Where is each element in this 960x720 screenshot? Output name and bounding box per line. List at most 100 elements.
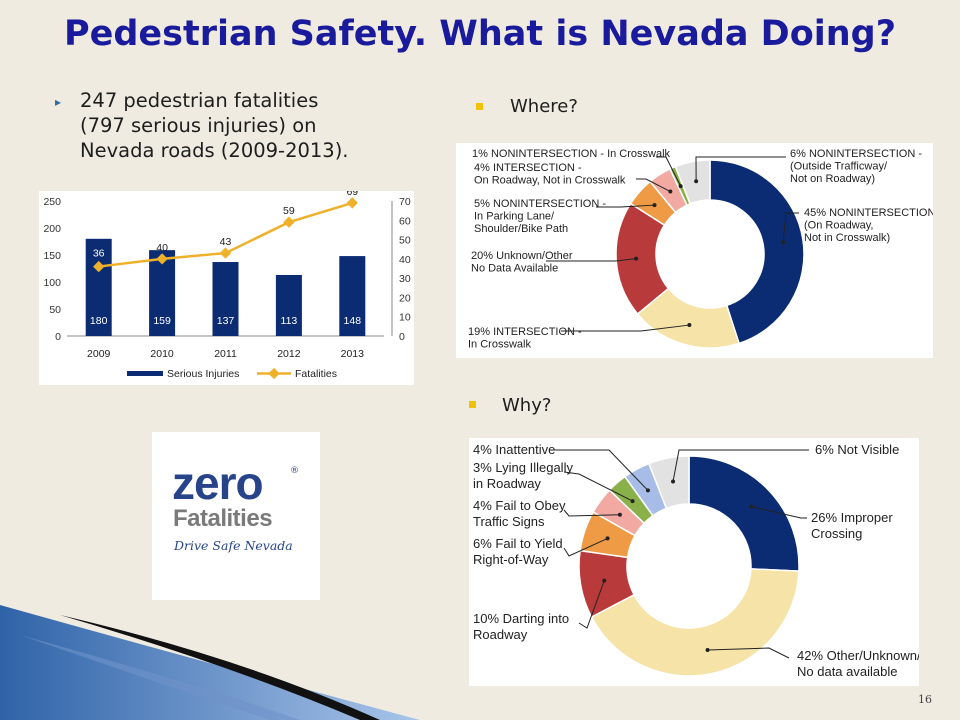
fatalities-bullet: 247 pedestrian fatalities (797 serious i… bbox=[80, 88, 349, 163]
x-axis-tick-label: 2011 bbox=[214, 348, 237, 360]
why-bullet-square-icon bbox=[469, 401, 476, 408]
donut-slice bbox=[590, 568, 800, 677]
left-axis-tick-label: 50 bbox=[49, 304, 61, 316]
bar-serious-injuries bbox=[339, 256, 366, 336]
leader-dot bbox=[602, 578, 607, 583]
slice-label: 3% Lying Illegally bbox=[473, 460, 573, 475]
left-axis-tick-label: 200 bbox=[43, 223, 61, 235]
slice-label: In Crosswalk bbox=[468, 339, 531, 351]
slice-label: No Data Available bbox=[471, 263, 558, 275]
fatalities-value-label: 40 bbox=[156, 242, 168, 254]
page-number: 16 bbox=[918, 693, 932, 706]
leader-dot bbox=[749, 504, 754, 509]
where-donut-chart: 45% NONINTERSECTION -(On Roadway,Not in … bbox=[468, 148, 942, 351]
left-axis-tick-label: 100 bbox=[43, 277, 61, 289]
x-axis-tick-label: 2010 bbox=[150, 348, 174, 360]
slice-label: 4% INTERSECTION - bbox=[474, 162, 582, 174]
right-axis-tick-label: 10 bbox=[399, 312, 411, 324]
donut-slice bbox=[674, 159, 711, 205]
leader-dot bbox=[630, 499, 635, 504]
slice-label: Shoulder/Bike Path bbox=[474, 223, 568, 235]
slice-label: Roadway bbox=[473, 627, 528, 642]
leader-line bbox=[656, 156, 682, 187]
bar-serious-injuries bbox=[212, 262, 239, 336]
leader-dot bbox=[652, 203, 657, 208]
leader-dot bbox=[705, 647, 710, 652]
slice-label: (On Roadway, bbox=[804, 220, 874, 232]
leader-line bbox=[563, 509, 620, 517]
legend-label-serious-injuries: Serious Injuries bbox=[167, 368, 239, 380]
leader-line bbox=[549, 449, 649, 491]
slice-label: 20% Unknown/Other bbox=[471, 250, 573, 262]
leader-dot bbox=[671, 479, 676, 484]
leader-line bbox=[563, 471, 633, 502]
leader-line bbox=[707, 647, 790, 659]
slice-label: 10% Darting into bbox=[473, 611, 569, 626]
leader-dot bbox=[605, 536, 610, 541]
right-axis-tick-label: 30 bbox=[399, 273, 411, 285]
right-axis-tick-label: 50 bbox=[399, 235, 411, 247]
bullet-line-1: 247 pedestrian fatalities bbox=[80, 89, 319, 112]
right-axis-tick-label: 0 bbox=[399, 331, 405, 343]
decorative-swoosh bbox=[0, 605, 420, 720]
fatalities-point bbox=[219, 247, 232, 259]
donut-slice bbox=[647, 455, 690, 510]
left-axis-tick-label: 0 bbox=[55, 331, 61, 343]
leader-line bbox=[672, 449, 809, 482]
x-axis-tick-label: 2009 bbox=[87, 348, 111, 360]
slice-label: 4% Inattentive bbox=[473, 442, 555, 457]
injuries-fatalities-chart-panel: 0 50 100 150 200 250 0 10 20 30 40 50 60 70 180 2009 159… bbox=[39, 186, 414, 385]
leader-line bbox=[546, 258, 637, 262]
fatalities-value-label: 43 bbox=[220, 236, 232, 248]
why-chart-panel: 26% Improper Crossing 42% Other/Unknown/No… bbox=[469, 438, 921, 686]
where-chart-panel: 45% NONINTERSECTION - (On Roadway, Not in … bbox=[456, 143, 942, 358]
leader-line bbox=[636, 178, 671, 192]
left-axis-tick-label: 150 bbox=[43, 250, 61, 262]
bullet-line-3: Nevada roads (2009-2013). bbox=[80, 139, 349, 162]
slice-label: 1% NONINTERSECTION - In Crosswalk bbox=[472, 148, 671, 160]
slice-label: Not on Roadway) bbox=[790, 173, 875, 185]
slice-label: No data available bbox=[797, 664, 897, 679]
leader-dot bbox=[781, 240, 786, 245]
slice-label: 42% Other/Unknown/ bbox=[797, 648, 919, 663]
slice-label: Right-of-Way bbox=[473, 552, 549, 567]
leader-dot bbox=[694, 179, 699, 184]
slice-label: (Outside Trafficway/ bbox=[790, 161, 888, 173]
leader-line bbox=[578, 580, 605, 629]
where-bullet-square-icon bbox=[476, 103, 483, 110]
fatalities-value-label: 36 bbox=[93, 248, 105, 260]
slide-title: Pedestrian Safety. What is Nevada Doing? bbox=[63, 14, 897, 54]
right-axis-tick-label: 70 bbox=[399, 196, 411, 208]
bar-serious-injuries bbox=[85, 238, 112, 336]
leader-dot bbox=[617, 512, 622, 517]
why-heading: Why? bbox=[502, 395, 552, 416]
right-axis-tick-label: 40 bbox=[399, 254, 411, 266]
leader-line bbox=[695, 156, 786, 182]
fatalities-value-label: 59 bbox=[283, 205, 295, 217]
fatalities-point bbox=[346, 197, 358, 209]
leader-dot bbox=[645, 488, 650, 493]
injuries-fatalities-chart: 0 50 100 150 200 250 0 10 20 30 40 50 60 70 180 2009 159… bbox=[43, 186, 411, 380]
slice-label: 6% Not Visible bbox=[815, 442, 899, 457]
slice-label: Not in Crosswalk) bbox=[804, 232, 890, 244]
bar-serious-injuries bbox=[275, 274, 302, 336]
leader-dot bbox=[634, 256, 639, 261]
legend-swatch-fatalities-point bbox=[268, 367, 280, 380]
leader-line bbox=[751, 506, 807, 519]
slice-label: 5% NONINTERSECTION - bbox=[474, 198, 606, 210]
leader-line bbox=[596, 204, 655, 208]
donut-slice bbox=[709, 159, 805, 345]
x-axis-tick-label: 2012 bbox=[277, 348, 301, 360]
bar-value-label: 113 bbox=[281, 315, 298, 327]
slice-label: Crossing bbox=[811, 526, 862, 541]
slice-label: On Roadway, Not in Crosswalk bbox=[474, 175, 626, 187]
leader-dot bbox=[678, 184, 683, 189]
x-axis-tick-label: 2013 bbox=[341, 348, 365, 360]
donut-slice bbox=[688, 455, 800, 572]
slice-label: 6% Fail to Yield bbox=[473, 536, 563, 551]
slice-label: in Roadway bbox=[473, 476, 541, 491]
slice-label: In Parking Lane/ bbox=[474, 211, 555, 223]
fatalities-point bbox=[93, 260, 105, 273]
left-axis-tick-label: 250 bbox=[43, 196, 61, 208]
